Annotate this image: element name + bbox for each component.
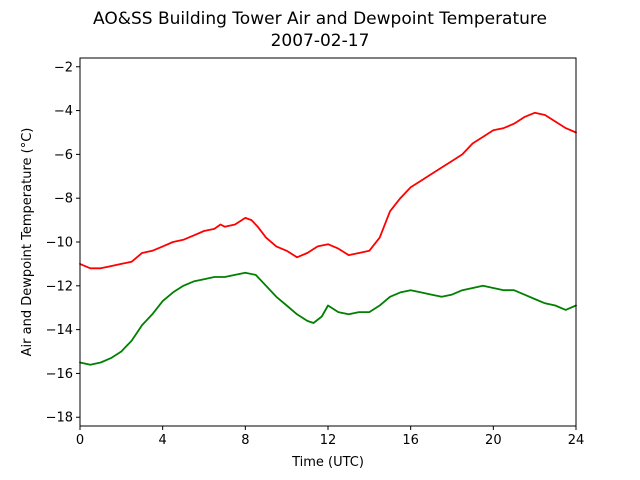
series-line-2 bbox=[79, 271, 577, 366]
plot-frame bbox=[79, 57, 577, 427]
y-tick-label: −2 bbox=[54, 60, 73, 75]
x-tick-label: 0 bbox=[76, 433, 84, 448]
chart-subtitle: 2007-02-17 bbox=[271, 31, 370, 51]
y-tick-label: −12 bbox=[46, 279, 73, 294]
y-axis-label: Air and Dewpoint Temperature (°C) bbox=[20, 128, 35, 357]
series-line-1 bbox=[79, 111, 577, 270]
y-tick-label: −8 bbox=[54, 192, 73, 207]
plot-area bbox=[80, 58, 576, 426]
x-tick-label: 4 bbox=[159, 433, 167, 448]
series-layer bbox=[79, 111, 577, 366]
y-tick-label: −14 bbox=[46, 323, 73, 338]
chart-title: AO&SS Building Tower Air and Dewpoint Te… bbox=[93, 9, 547, 29]
y-tick-label: −10 bbox=[46, 236, 73, 251]
y-tick-label: −6 bbox=[54, 148, 73, 163]
x-tick-label: 20 bbox=[485, 433, 502, 448]
x-axis-ticks: 0 4 8 12 16 20 24 bbox=[76, 426, 584, 448]
x-tick-label: 8 bbox=[241, 433, 249, 448]
y-tick-label: −16 bbox=[46, 367, 73, 382]
x-tick-label: 12 bbox=[320, 433, 337, 448]
x-tick-label: 24 bbox=[568, 433, 585, 448]
y-tick-label: −4 bbox=[54, 104, 73, 119]
x-axis-label: Time (UTC) bbox=[291, 455, 364, 470]
y-tick-label: −18 bbox=[46, 411, 73, 426]
x-tick-label: 16 bbox=[402, 433, 419, 448]
y-axis-ticks: −18 −16 −14 −12 −10 −8 −6 −4 −2 bbox=[46, 60, 80, 426]
